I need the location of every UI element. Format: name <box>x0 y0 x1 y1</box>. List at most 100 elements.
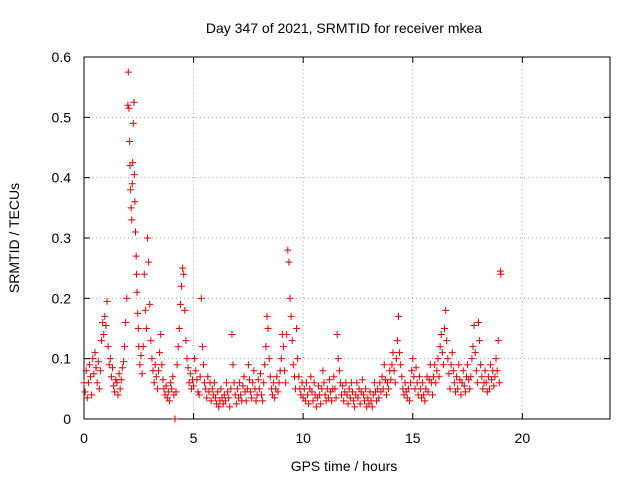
data-point <box>396 349 404 357</box>
data-point <box>103 297 111 305</box>
data-point <box>491 373 499 381</box>
data-point <box>84 379 92 387</box>
data-point <box>152 373 160 381</box>
data-point <box>307 373 315 381</box>
data-point <box>319 367 327 375</box>
data-point <box>382 391 390 399</box>
data-point <box>335 367 343 375</box>
data-point <box>81 388 89 396</box>
data-point <box>178 282 186 290</box>
data-point <box>466 385 474 393</box>
data-point <box>88 391 96 399</box>
data-point <box>92 364 100 372</box>
y-tick-label: 0.2 <box>52 290 72 306</box>
x-tick-label: 10 <box>295 430 311 446</box>
data-point <box>172 388 180 396</box>
data-point <box>264 325 272 332</box>
data-point <box>358 376 366 384</box>
data-point <box>83 394 91 402</box>
y-tick-label: 0.4 <box>52 170 72 186</box>
data-point <box>433 367 441 375</box>
data-point <box>361 397 369 405</box>
data-point <box>455 361 463 369</box>
data-point <box>457 391 465 399</box>
data-point <box>485 385 493 393</box>
data-point <box>205 388 213 396</box>
data-point <box>334 355 342 363</box>
data-point <box>348 388 356 396</box>
data-point <box>113 379 121 387</box>
data-point <box>262 343 270 351</box>
data-point <box>378 373 386 381</box>
data-point <box>102 321 110 329</box>
data-point <box>128 180 136 188</box>
data-point <box>445 370 453 378</box>
data-point <box>389 349 397 357</box>
data-point <box>320 379 328 387</box>
data-point <box>156 349 164 357</box>
data-point <box>488 376 496 384</box>
data-point <box>140 270 148 278</box>
data-point <box>116 385 124 393</box>
data-point <box>492 355 500 363</box>
data-point <box>249 379 257 387</box>
data-point <box>104 343 112 351</box>
data-point <box>134 325 142 332</box>
data-point <box>98 337 106 345</box>
data-point <box>87 373 95 381</box>
data-point <box>380 361 388 369</box>
data-point <box>282 379 290 387</box>
y-tick-label: 0.1 <box>52 351 72 367</box>
data-point <box>309 397 317 405</box>
data-point <box>151 361 159 369</box>
data-point <box>284 246 292 254</box>
data-point <box>308 388 316 396</box>
data-point <box>475 318 482 326</box>
data-point <box>190 382 198 390</box>
data-point <box>122 318 130 326</box>
data-point <box>407 379 415 387</box>
data-point <box>265 355 273 363</box>
data-point <box>344 400 352 408</box>
data-point <box>470 321 478 329</box>
data-point <box>173 361 181 369</box>
data-point <box>428 391 436 399</box>
data-point <box>118 364 126 372</box>
data-point <box>436 343 444 351</box>
data-point <box>242 397 250 405</box>
data-point <box>434 355 442 363</box>
x-tick-label: 20 <box>515 430 531 446</box>
data-point <box>164 388 172 396</box>
data-point <box>233 385 241 393</box>
data-point <box>310 379 318 387</box>
data-point <box>295 373 303 381</box>
data-point <box>351 403 359 411</box>
data-point <box>353 379 361 387</box>
data-point <box>435 373 443 381</box>
data-point <box>397 361 405 369</box>
data-point <box>302 379 310 387</box>
data-point <box>254 376 262 384</box>
data-point <box>153 385 161 393</box>
data-point <box>90 370 98 378</box>
data-point <box>494 337 502 345</box>
data-point <box>217 385 225 393</box>
data-point <box>89 355 97 363</box>
data-point <box>183 355 191 363</box>
data-point <box>193 376 201 384</box>
data-point <box>182 337 190 345</box>
data-point <box>305 400 313 408</box>
y-tick-labels: 0 0.1 0.2 0.3 0.4 0.5 0.6 <box>52 49 72 427</box>
data-point <box>453 373 461 381</box>
data-point <box>192 367 200 375</box>
data-point <box>469 343 477 351</box>
data-point <box>208 385 216 393</box>
data-point <box>448 349 456 357</box>
data-point <box>159 376 167 384</box>
data-point <box>260 379 268 387</box>
data-point <box>420 391 428 399</box>
data-point <box>247 388 255 396</box>
data-point <box>333 331 341 339</box>
data-point <box>121 343 129 351</box>
data-point <box>391 379 399 387</box>
